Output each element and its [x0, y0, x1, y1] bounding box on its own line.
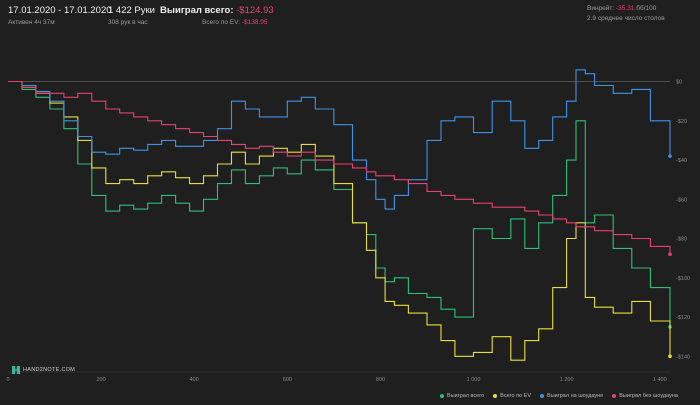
winrate-info: Винрейт: -35.31 бб/100 2.9 среднее число… — [587, 5, 665, 22]
ev-label: Всего по EV: — [202, 19, 241, 26]
x-tick-label: 1 400 — [653, 377, 667, 383]
logo-icon — [12, 366, 20, 374]
winrate-value: -35.31 — [616, 5, 635, 12]
y-tick-label: -$40 — [676, 158, 687, 164]
legend-label: Выиграл на шоудауне — [547, 393, 604, 399]
legend-dot-icon — [440, 394, 444, 398]
header-bar: 17.01.2020 - 17.01.2020 Активен 4ч 37м 1… — [0, 0, 700, 32]
x-tick-label: 400 — [190, 377, 199, 383]
y-tick-label: -$60 — [676, 197, 687, 203]
legend-item[interactable]: Выиграл без шоудауна — [612, 393, 678, 399]
legend-dot-icon — [612, 394, 617, 398]
series-end-point — [668, 252, 672, 257]
legend-dot-icon — [540, 394, 545, 398]
logo-text: HAND2NOTE.COM — [23, 367, 76, 373]
x-tick-label: 600 — [283, 377, 292, 383]
won-label: Выиграл всего: — [160, 5, 234, 16]
ev-value: -$138.95 — [241, 19, 268, 26]
legend-dot-icon — [493, 394, 498, 398]
legend-item[interactable]: Выиграл всего — [440, 393, 484, 399]
y-tick-label: -$80 — [676, 237, 687, 243]
hands-info: 1 422 Руки 308 рук в час — [108, 5, 155, 26]
winrate-label: Винрейт: — [587, 5, 615, 12]
y-tick-label: $0 — [676, 80, 682, 86]
series-line-0 — [8, 80, 671, 327]
legend-item[interactable]: Всего по EV — [493, 393, 531, 399]
y-tick-label: -$140 — [676, 354, 690, 360]
active-time: Активен 4ч 37м — [8, 19, 55, 26]
x-tick-label: 1 200 — [560, 377, 574, 383]
results-info: Выиграл всего: -$124.93 Всего по EV: -$1… — [160, 5, 274, 26]
brand-logo: HAND2NOTE.COM — [12, 366, 75, 374]
hands-count: 1 422 Руки — [108, 5, 155, 16]
series-line-1 — [8, 80, 671, 361]
y-tick-label: -$20 — [676, 119, 687, 125]
x-tick-label: 0 — [6, 377, 9, 383]
legend-label: Выиграл всего — [447, 393, 485, 399]
avg-tables: 2.9 среднее число столов — [587, 15, 665, 22]
chart-legend: Выиграл всего Всего по EV Выиграл на шоуда… — [440, 393, 678, 399]
series-end-point — [668, 154, 672, 158]
series-line-3 — [8, 80, 671, 255]
won-value: -$124.93 — [236, 5, 274, 16]
series-end-point — [668, 354, 672, 359]
x-tick-label: 1 000 — [467, 377, 481, 383]
series-line-2 — [8, 69, 671, 210]
y-tick-label: -$100 — [676, 276, 690, 282]
legend-label: Всего по EV — [500, 393, 532, 399]
session-info: 17.01.2020 - 17.01.2020 Активен 4ч 37м — [8, 5, 112, 26]
legend-label: Выиграл без шоудауна — [619, 393, 678, 399]
x-tick-label: 800 — [376, 377, 385, 383]
hands-per-hour: 308 рук в час — [108, 19, 148, 26]
date-range: 17.01.2020 - 17.01.2020 — [8, 5, 112, 16]
x-tick-label: 200 — [97, 377, 106, 383]
winrate-unit: бб/100 — [636, 5, 657, 12]
y-tick-label: -$120 — [676, 315, 690, 321]
legend-item[interactable]: Выиграл на шоудауне — [540, 393, 603, 399]
